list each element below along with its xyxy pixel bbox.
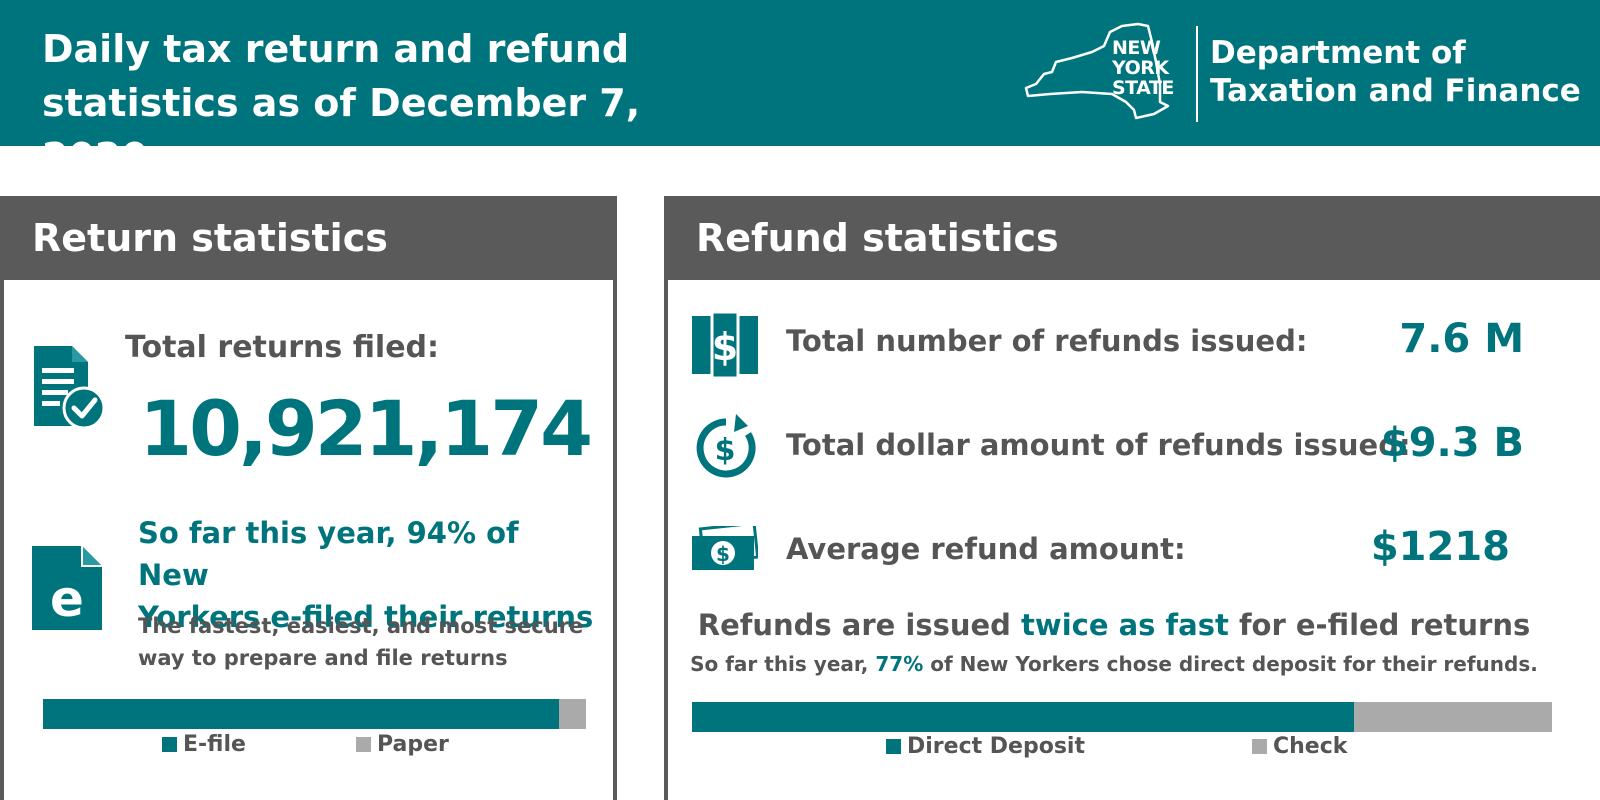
return-statistics-title: Return statistics: [32, 216, 388, 260]
header-divider: [1196, 26, 1198, 122]
direct-deposit-suffix: of New Yorkers chose direct deposit for …: [923, 652, 1538, 676]
total-returns-label: Total returns filed:: [125, 330, 440, 365]
refund-total-value: $9.3 B: [1380, 420, 1524, 466]
wordmark-state: STATE: [1112, 77, 1174, 99]
efile-bar-fill: [43, 699, 559, 729]
efile-document-icon: e: [32, 546, 102, 630]
legend-direct-deposit-label: Direct Deposit: [907, 734, 1085, 759]
efile-headline-line1: So far this year, 94% of New: [138, 516, 519, 592]
refund-count-value: 7.6 M: [1399, 316, 1524, 362]
page-title: Daily tax return and refund statistics a…: [42, 22, 742, 184]
document-check-icon: [34, 346, 106, 430]
legend-check-label: Check: [1273, 734, 1348, 759]
legend-efile-label: E-file: [183, 732, 246, 757]
refund-statistics-title: Refund statistics: [696, 216, 1059, 260]
deposit-check-bar: [692, 702, 1552, 732]
department-line1: Department of: [1210, 35, 1466, 71]
wordmark-new: NEW: [1112, 37, 1161, 59]
svg-text:$: $: [716, 542, 730, 566]
return-statistics-panel: Return statistics Total returns filed: 1…: [0, 196, 617, 800]
refund-total-label: Total dollar amount of refunds issued:: [786, 428, 1411, 462]
efile-subtext-line1: The fastest, easiest, and most secure: [138, 614, 584, 638]
wordmark-york: YORK: [1112, 57, 1169, 79]
legend-efile: E-file: [162, 732, 246, 757]
svg-text:e: e: [50, 570, 84, 628]
legend-check: Check: [1252, 734, 1347, 759]
legend-check-swatch: [1252, 739, 1267, 754]
page-title-line2: statistics as of December 7, 2020: [42, 81, 641, 179]
department-line2: Taxation and Finance: [1210, 73, 1581, 109]
direct-deposit-note: So far this year, 77% of New Yorkers cho…: [668, 652, 1560, 676]
average-refund-label: Average refund amount:: [786, 532, 1186, 566]
efile-headline: So far this year, 94% of New Yorkers e-f…: [138, 512, 598, 638]
refund-statistics-panel: Refund statistics $ Total number of refu…: [664, 196, 1600, 800]
average-refund-value: $1218: [1370, 524, 1510, 570]
return-statistics-header: Return statistics: [4, 200, 613, 280]
deposit-bar-fill: [692, 702, 1355, 732]
refund-statistics-header: Refund statistics: [668, 200, 1600, 280]
refund-speed-note: Refunds are issued twice as fast for e-f…: [668, 608, 1560, 642]
legend-direct-deposit-swatch: [886, 739, 901, 754]
refund-speed-prefix: Refunds are issued: [697, 608, 1022, 642]
total-returns-value: 10,921,174: [139, 384, 593, 473]
legend-paper: Paper: [356, 732, 449, 757]
efile-headline-line2: Yorkers e-filed their returns: [138, 600, 594, 634]
legend-paper-label: Paper: [377, 732, 449, 757]
ny-state-wordmark: NEW YORK STATE: [1112, 38, 1188, 98]
direct-deposit-highlight: 77%: [875, 652, 924, 676]
svg-text:$: $: [712, 325, 738, 369]
cash-stack-icon: $: [692, 526, 758, 570]
dollar-bill-icon: $: [692, 312, 758, 378]
direct-deposit-prefix: So far this year,: [690, 652, 876, 676]
efile-subtext-line2: way to prepare and file returns: [138, 646, 508, 670]
department-name: Department of Taxation and Finance: [1210, 34, 1590, 110]
page-title-line1: Daily tax return and refund: [42, 27, 630, 71]
legend-direct-deposit: Direct Deposit: [886, 734, 1085, 759]
page-header: Daily tax return and refund statistics a…: [0, 0, 1600, 179]
legend-paper-swatch: [356, 737, 371, 752]
refund-cycle-icon: $: [696, 414, 756, 478]
legend-efile-swatch: [162, 737, 177, 752]
efile-paper-bar: [43, 699, 586, 729]
refund-count-label: Total number of refunds issued:: [786, 324, 1308, 358]
efile-subtext: The fastest, easiest, and most secure wa…: [138, 610, 608, 674]
svg-text:$: $: [715, 433, 736, 468]
refund-speed-suffix: for e-filed returns: [1228, 608, 1531, 642]
new-york-state-map-icon: [1024, 22, 1170, 120]
refund-speed-highlight: twice as fast: [1021, 608, 1229, 642]
